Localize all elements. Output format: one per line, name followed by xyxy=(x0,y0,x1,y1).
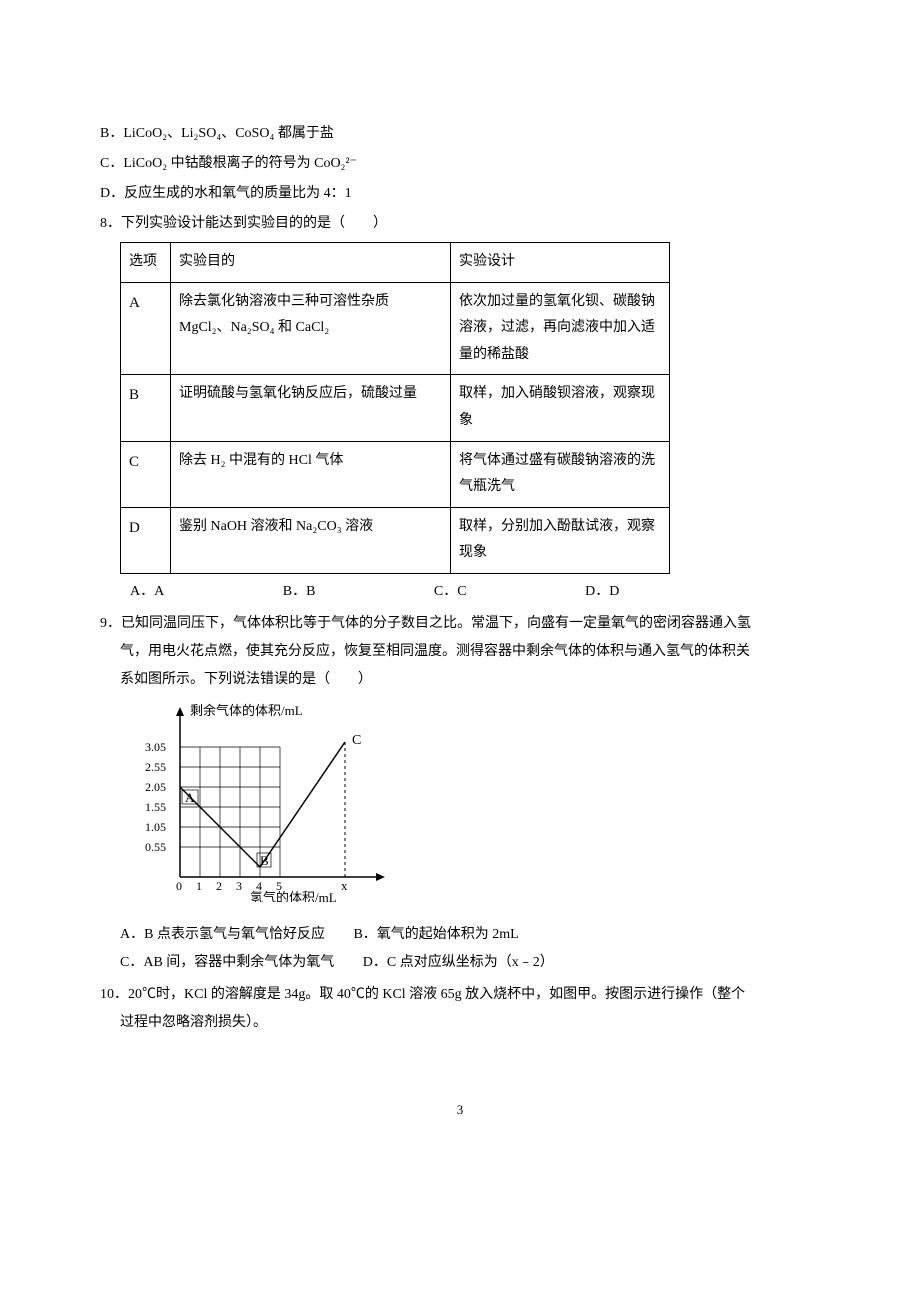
q8-choice-c: C．C xyxy=(434,578,467,606)
q8-stem: 8．下列实验设计能达到实验目的的是（ ） xyxy=(100,210,820,238)
question-8: 8．下列实验设计能达到实验目的的是（ ） 选项 实验目的 实验设计 A 除去氯化… xyxy=(100,210,820,606)
q10-stem-line1: 10．20℃时，KCl 的溶解度是 34g。取 40℃的 KCl 溶液 65g … xyxy=(100,981,820,1009)
q7-option-d: D．反应生成的水和氧气的质量比为 4：1 xyxy=(100,180,820,208)
q7-option-b: B．LiCoO₂、Li₂SO₄、CoSO₄ 都属于盐 xyxy=(100,120,820,148)
q8-choices: A．A B．B C．C D．D xyxy=(130,578,820,606)
q8-choice-a: A．A xyxy=(130,578,164,606)
table-row: D 鉴别 NaOH 溶液和 Na₂CO₃ 溶液 取样，分别加入酚酞试液，观察现象 xyxy=(121,507,670,573)
table-row: C 除去 H₂ 中混有的 HCl 气体 将气体通过盛有碳酸钠溶液的洗气瓶洗气 xyxy=(121,441,670,507)
q8-choice-d: D．D xyxy=(585,578,619,606)
table-row: A 除去氯化钠溶液中三种可溶性杂质 MgCl₂、Na₂SO₄ 和 CaCl₂ 依… xyxy=(121,282,670,375)
q9-stem-line2: 气，用电火花点燃，使其充分反应，恢复至相同温度。测得容器中剩余气体的体积与通入氢… xyxy=(120,638,820,666)
q9-chart: 剩余气体的体积/mL 3.05 2.55 2.05 1.55 1.05 0.55 xyxy=(130,702,820,913)
table-row: B 证明硫酸与氢氧化钠反应后，硫酸过量 取样，加入硝酸钡溶液，观察现象 xyxy=(121,375,670,441)
q7-option-c: C．LiCoO₂ 中钴酸根离子的符号为 CoO₂²⁻ xyxy=(100,150,820,178)
page-number: 3 xyxy=(100,1097,820,1123)
q9-choice-c: C．AB 间，容器中剩余气体为氧气 xyxy=(120,949,334,977)
svg-text:1.55: 1.55 xyxy=(145,800,166,814)
svg-text:2.55: 2.55 xyxy=(145,760,166,774)
svg-text:2: 2 xyxy=(216,879,222,893)
q9-stem-line3: 系如图所示。下列说法错误的是（ ） xyxy=(120,666,820,694)
svg-text:0: 0 xyxy=(176,879,182,893)
q8-table: 选项 实验目的 实验设计 A 除去氯化钠溶液中三种可溶性杂质 MgCl₂、Na₂… xyxy=(120,242,670,574)
q9-choice-d: D．C 点对应纵坐标为（x﹣2） xyxy=(363,949,554,977)
q8-choice-b: B．B xyxy=(283,578,316,606)
svg-text:B: B xyxy=(260,853,269,868)
svg-text:3: 3 xyxy=(236,879,242,893)
q8-header-opt: 选项 xyxy=(121,243,171,283)
svg-text:3.05: 3.05 xyxy=(145,740,166,754)
svg-text:1: 1 xyxy=(196,879,202,893)
chart-svg: 剩余气体的体积/mL 3.05 2.55 2.05 1.55 1.05 0.55 xyxy=(130,702,400,902)
q8-header-purpose: 实验目的 xyxy=(171,243,451,283)
chart-ylabel: 剩余气体的体积/mL xyxy=(190,703,303,718)
q9-choice-a: A．B 点表示氢气与氧气恰好反应 xyxy=(120,921,325,949)
svg-text:x: x xyxy=(341,878,348,893)
q9-stem-line1: 9．已知同温同压下，气体体积比等于气体的分子数目之比。常温下，向盛有一定量氧气的… xyxy=(100,610,820,638)
q9-choice-b: B．氧气的起始体积为 2mL xyxy=(353,921,518,949)
q8-header-design: 实验设计 xyxy=(451,243,670,283)
question-9: 9．已知同温同压下，气体体积比等于气体的分子数目之比。常温下，向盛有一定量氧气的… xyxy=(100,610,820,977)
svg-text:2.05: 2.05 xyxy=(145,780,166,794)
svg-text:1.05: 1.05 xyxy=(145,820,166,834)
q9-choices-row1: A．B 点表示氢气与氧气恰好反应 B．氧气的起始体积为 2mL xyxy=(120,921,820,949)
svg-text:C: C xyxy=(352,733,361,748)
chart-xlabel: 氢气的体积/mL xyxy=(250,890,337,902)
svg-text:A: A xyxy=(185,790,195,805)
svg-text:0.55: 0.55 xyxy=(145,840,166,854)
q10-stem-line2: 过程中忽略溶剂损失）。 xyxy=(120,1009,820,1037)
q9-choices-row2: C．AB 间，容器中剩余气体为氧气 D．C 点对应纵坐标为（x﹣2） xyxy=(120,949,820,977)
question-10: 10．20℃时，KCl 的溶解度是 34g。取 40℃的 KCl 溶液 65g … xyxy=(100,981,820,1037)
